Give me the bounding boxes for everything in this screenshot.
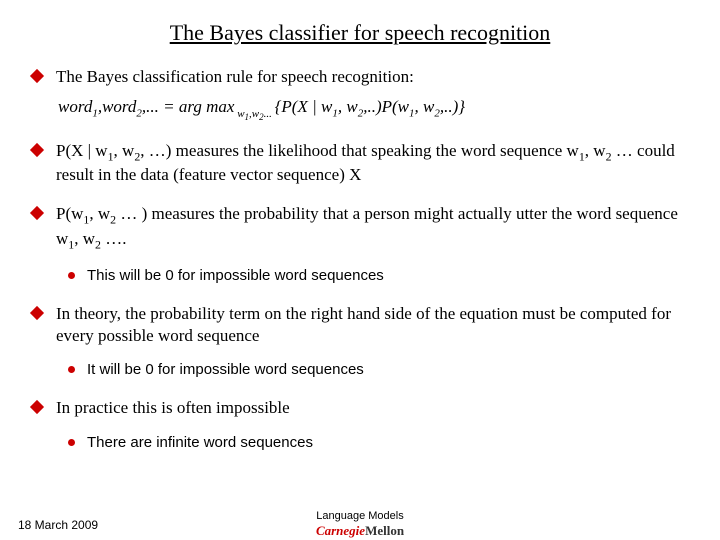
circle-icon	[68, 272, 75, 279]
bullet-2-text: P(X | w1, w2, …) measures the likelihood…	[56, 140, 692, 186]
circle-icon	[68, 439, 75, 446]
diamond-icon	[30, 143, 44, 157]
bullet-4: In theory, the probability term on the r…	[28, 303, 692, 346]
bullet-4-text: In theory, the probability term on the r…	[56, 303, 692, 346]
bullet-2: P(X | w1, w2, …) measures the likelihood…	[28, 140, 692, 186]
footer-logo: CarnegieMellon	[316, 523, 404, 538]
bullet-5: In practice this is often impossible	[28, 397, 692, 418]
footer-caption: Language Models	[316, 510, 404, 522]
bullet-1: The Bayes classification rule for speech…	[28, 66, 692, 87]
bullet-5-text: In practice this is often impossible	[56, 397, 290, 418]
sub-bullet-4: It will be 0 for impossible word sequenc…	[28, 360, 692, 380]
footer-date: 18 March 2009	[18, 518, 98, 532]
circle-icon	[68, 366, 75, 373]
footer: 18 March 2009 Language Models CarnegieMe…	[0, 518, 720, 532]
diamond-icon	[30, 306, 44, 320]
diamond-icon	[30, 400, 44, 414]
diamond-icon	[30, 69, 44, 83]
sub-bullet-5-text: There are infinite word sequences	[87, 433, 313, 453]
sub-bullet-4-text: It will be 0 for impossible word sequenc…	[87, 360, 364, 380]
bullet-3-text: P(w1, w2 … ) measures the probability th…	[56, 203, 692, 252]
sub-bullet-3: This will be 0 for impossible word seque…	[28, 266, 692, 286]
diamond-icon	[30, 206, 44, 220]
equation: word1,word2,... = arg max w1,w2... {P(X …	[58, 97, 692, 122]
sub-bullet-5: There are infinite word sequences	[28, 433, 692, 453]
bullet-1-text: The Bayes classification rule for speech…	[56, 66, 414, 87]
slide-title: The Bayes classifier for speech recognit…	[28, 20, 692, 46]
sub-bullet-3-text: This will be 0 for impossible word seque…	[87, 266, 384, 286]
bullet-3: P(w1, w2 … ) measures the probability th…	[28, 203, 692, 252]
footer-center: Language Models CarnegieMellon	[316, 510, 404, 540]
